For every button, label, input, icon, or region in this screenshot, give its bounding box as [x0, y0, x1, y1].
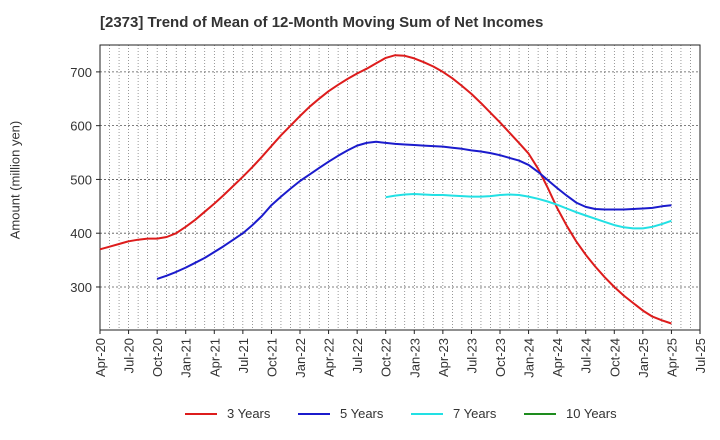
x-tick-label: Jul-22: [350, 338, 365, 373]
series-lines: [99, 54, 672, 325]
series-line-5-years: [156, 140, 672, 280]
legend-swatch: [298, 412, 330, 415]
y-tick-label: 700: [70, 65, 92, 80]
tick-labels: 300 400 500 600 700 Apr-20 Jul-20 Oct-20 Jan-21 A…: [70, 65, 708, 378]
x-tick-label: Jan-21: [179, 338, 194, 378]
x-tick-label: Oct-21: [264, 338, 279, 377]
x-tick-label: Oct-22: [379, 338, 394, 377]
legend-label: 3 Years: [227, 406, 271, 421]
y-tick-label: 600: [70, 119, 92, 134]
x-tick-label: Oct-20: [150, 338, 165, 377]
chart-title: [2373] Trend of Mean of 12-Month Moving …: [100, 14, 544, 31]
x-tick-label: Jul-23: [464, 338, 479, 373]
legend-swatch: [524, 412, 556, 415]
x-tick-label: Jan-25: [636, 338, 651, 378]
y-tick-label: 500: [70, 172, 92, 187]
y-tick-label: 300: [70, 280, 92, 295]
legend-swatch: [411, 412, 443, 415]
x-tick-label: Jul-20: [122, 338, 137, 373]
legend-item-10-years: 10 Years: [524, 406, 617, 421]
x-tick-label: Apr-21: [207, 338, 222, 377]
x-tick-label: Apr-22: [322, 338, 337, 377]
x-tick-label: Apr-23: [436, 338, 451, 377]
legend-label: 7 Years: [453, 406, 497, 421]
x-tick-label: Apr-24: [550, 338, 565, 377]
legend-item-5-years: 5 Years: [298, 406, 383, 421]
x-tick-label: Apr-25: [664, 338, 679, 377]
x-tick-label: Apr-20: [93, 338, 108, 377]
legend-swatch: [185, 412, 217, 415]
plot-frame: [99, 44, 701, 331]
x-tick-label: Jan-22: [293, 338, 308, 378]
line-chart: 300 400 500 600 700 Apr-20 Jul-20 Oct-20 Jan-21 A…: [70, 44, 708, 378]
legend: 3 Years 5 Years 7 Years 10 Years: [0, 406, 720, 424]
legend-label: 10 Years: [566, 406, 617, 421]
x-tick-label: Jan-24: [522, 338, 537, 378]
x-tick-label: Jan-23: [407, 338, 422, 378]
x-tick-label: Oct-23: [493, 338, 508, 377]
legend-label: 5 Years: [340, 406, 384, 421]
series-line-3-years: [99, 54, 672, 325]
legend-item-7-years: 7 Years: [411, 406, 496, 421]
axes: [99, 44, 701, 331]
series-line-7-years: [385, 193, 672, 230]
y-tick-label: 400: [70, 226, 92, 241]
x-tick-label: Jul-21: [236, 338, 251, 373]
grid-lines: [100, 45, 700, 330]
x-tick-label: Jul-24: [579, 338, 594, 373]
x-tick-label: Jul-25: [693, 338, 708, 373]
legend-item-3-years: 3 Years: [185, 406, 270, 421]
x-tick-label: Oct-24: [607, 338, 622, 377]
